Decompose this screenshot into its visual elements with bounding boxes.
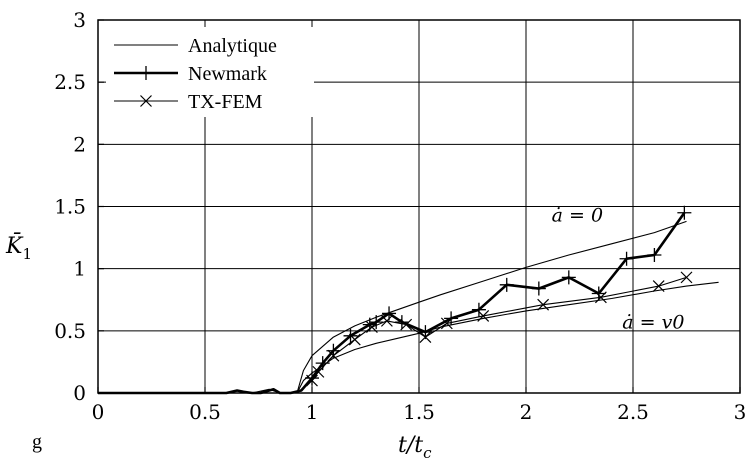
y-tick-label: 1.5: [54, 195, 86, 219]
legend-label: Newmark: [188, 63, 267, 85]
series-layer: [98, 205, 719, 395]
series-analytique: [296, 220, 687, 394]
legend-entry: TX-FEM: [114, 91, 263, 113]
cross-marker: [365, 321, 378, 334]
plus-marker: [647, 247, 662, 262]
tick-marks: [97, 19, 741, 394]
y-axis-label: K̄1: [5, 232, 32, 263]
x-tick-label: 0: [92, 400, 105, 424]
series-line: [98, 211, 686, 395]
cross-marker: [140, 95, 152, 107]
y-tick-label: 0.5: [54, 319, 86, 343]
legend-label: TX-FEM: [188, 91, 263, 113]
x-tick-label: 0.5: [189, 400, 221, 424]
y-tick-label: 0: [73, 381, 86, 405]
cross-marker: [348, 333, 361, 346]
cross-marker: [327, 349, 340, 362]
x-tick-label: 2: [520, 400, 533, 424]
series-line: [296, 281, 719, 394]
legend: Analytique Newmark TX-FEM: [106, 27, 314, 117]
cross-marker: [312, 365, 325, 378]
tick-labels: 0 0.5 1 1.5 2 2.5 3 0 0.5 1 1.5 2 2.5 3: [54, 8, 746, 424]
x-tick-label: 1: [306, 400, 319, 424]
legend-entry: Analytique: [114, 35, 277, 57]
x-axis-label: t/tc: [398, 433, 432, 461]
y-tick-label: 1: [73, 257, 86, 281]
plus-marker: [305, 371, 319, 386]
plus-marker: [561, 270, 576, 285]
plus-marker: [531, 281, 546, 296]
cross-marker: [537, 298, 550, 311]
plus-marker: [619, 251, 634, 266]
annotation-label: ȧ = 0: [552, 204, 603, 226]
series-line: [296, 220, 687, 394]
plus-marker: [499, 277, 514, 292]
cross-marker: [306, 374, 318, 387]
plus-marker: [591, 286, 606, 301]
x-tick-label: 2.5: [617, 400, 649, 424]
x-tick-label: 3: [734, 400, 747, 424]
x-tick-label: 1.5: [403, 400, 435, 424]
cross-marker: [380, 314, 393, 327]
plus-marker: [677, 205, 692, 220]
cross-marker: [594, 291, 607, 304]
cross-marker: [419, 331, 432, 343]
plus-marker: [394, 315, 409, 330]
cross-marker: [440, 317, 453, 330]
cross-marker: [652, 280, 665, 292]
corner-label: g: [32, 431, 42, 453]
series-analytique: [296, 281, 719, 394]
y-tick-label: 2.5: [54, 70, 86, 94]
y-tick-label: 3: [73, 8, 86, 32]
legend-entry: Newmark: [114, 63, 267, 85]
y-tick-label: 2: [73, 132, 86, 156]
annotation-label: ȧ = v0: [622, 311, 684, 333]
legend-label: Analytique: [188, 35, 277, 57]
cross-marker: [400, 318, 413, 331]
cross-marker: [477, 309, 490, 322]
plus-marker: [139, 66, 153, 80]
plus-marker: [471, 302, 486, 317]
annotations: ȧ = 0 ȧ = v0: [552, 204, 685, 333]
cross-marker: [680, 271, 693, 284]
